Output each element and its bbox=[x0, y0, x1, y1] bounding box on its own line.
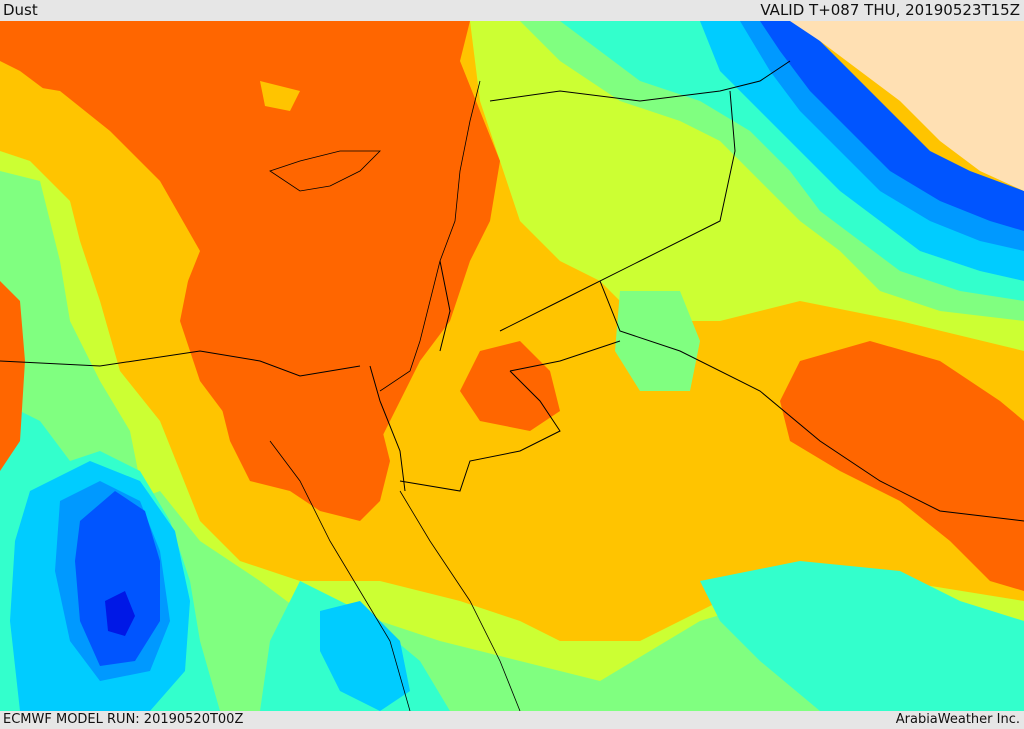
border-line bbox=[509, 340, 621, 372]
field-orange-center bbox=[460, 341, 560, 431]
field-blue-south bbox=[320, 601, 410, 711]
field-deepblue-west bbox=[75, 491, 160, 666]
field-yellow-patch-1 bbox=[0, 81, 200, 341]
field-cyan-southeast bbox=[700, 561, 1024, 711]
coastlines bbox=[269, 80, 521, 711]
border-line bbox=[439, 260, 451, 352]
model-run: ECMWF MODEL RUN: 20190520T00Z bbox=[3, 712, 244, 727]
field-yellow-patch-2 bbox=[260, 81, 300, 111]
border-line bbox=[499, 90, 736, 332]
coast-cyprus bbox=[269, 150, 381, 192]
dust-map[interactable] bbox=[0, 21, 1024, 711]
footer-bar: ECMWF MODEL RUN: 20190520T00Z ArabiaWeat… bbox=[0, 711, 1024, 729]
map-title: Dust bbox=[3, 1, 38, 19]
valid-time: VALID T+087 THU, 20190523T15Z bbox=[760, 1, 1020, 19]
header-bar: Dust VALID T+087 THU, 20190523T15Z bbox=[0, 0, 1024, 21]
field-orange-sinai bbox=[210, 361, 390, 521]
field-orange-west-edge bbox=[0, 281, 25, 471]
field-orange-north bbox=[0, 21, 500, 501]
border-line bbox=[489, 60, 791, 102]
field-clear-northeast bbox=[790, 21, 1024, 191]
field-deepest-west bbox=[105, 591, 135, 636]
border-line bbox=[599, 280, 1024, 522]
credit: ArabiaWeather Inc. bbox=[895, 712, 1020, 727]
coast-redsea-west bbox=[269, 440, 411, 711]
field-lime-west bbox=[0, 141, 1024, 711]
coast-redsea-east bbox=[399, 490, 521, 711]
field-orange-east bbox=[780, 341, 1024, 591]
coast-levant bbox=[379, 80, 481, 392]
field-deepblue-north bbox=[760, 21, 1024, 231]
country-borders bbox=[0, 60, 1024, 522]
border-line bbox=[0, 350, 361, 377]
border-line bbox=[399, 370, 561, 492]
field-green-center bbox=[615, 291, 700, 391]
border-line bbox=[369, 365, 406, 492]
